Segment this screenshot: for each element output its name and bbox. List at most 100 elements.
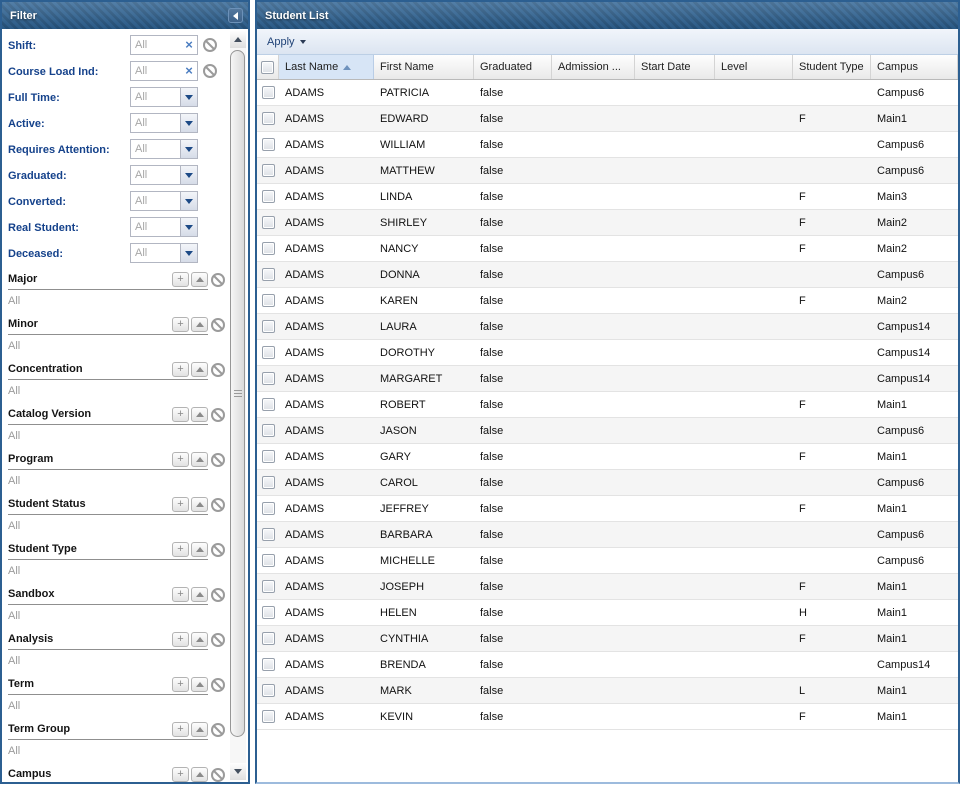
row-checkbox[interactable] [261,606,275,619]
row-checkbox[interactable] [261,476,275,489]
table-row[interactable]: ADAMS KAREN false F Main2 [257,288,958,314]
row-checkbox[interactable] [261,450,275,463]
scroll-down-button[interactable] [230,763,246,780]
row-checkbox[interactable] [261,320,275,333]
filter-textbox[interactable]: All × [130,35,198,55]
row-checkbox[interactable] [261,710,275,723]
table-row[interactable]: ADAMS CAROL false Campus6 [257,470,958,496]
collapse-section-button[interactable] [191,676,208,692]
table-row[interactable]: ADAMS HELEN false H Main1 [257,600,958,626]
column-header-first_name[interactable]: First Name [374,55,474,79]
add-filter-button[interactable]: + [172,451,189,467]
collapse-section-button[interactable] [191,721,208,737]
filter-textbox[interactable]: All × [130,61,198,81]
add-filter-button[interactable]: + [172,541,189,557]
add-filter-button[interactable]: + [172,316,189,332]
table-row[interactable]: ADAMS DONNA false Campus6 [257,262,958,288]
column-header-campus[interactable]: Campus [871,55,958,79]
add-filter-button[interactable]: + [172,766,189,782]
table-row[interactable]: ADAMS CYNTHIA false F Main1 [257,626,958,652]
table-row[interactable]: ADAMS SHIRLEY false F Main2 [257,210,958,236]
add-filter-button[interactable]: + [172,361,189,377]
filter-combobox[interactable]: All [130,87,198,107]
dropdown-trigger[interactable] [180,140,197,158]
column-header-student_type[interactable]: Student Type [793,55,871,79]
clear-field-icon[interactable]: × [185,37,193,52]
column-header-level[interactable]: Level [715,55,793,79]
collapse-section-button[interactable] [191,361,208,377]
table-row[interactable]: ADAMS BRENDA false Campus14 [257,652,958,678]
table-row[interactable]: ADAMS WILLIAM false Campus6 [257,132,958,158]
dropdown-trigger[interactable] [180,88,197,106]
clear-field-icon[interactable]: × [185,63,193,78]
collapse-section-button[interactable] [191,316,208,332]
collapse-section-button[interactable] [191,631,208,647]
collapse-section-button[interactable] [191,766,208,782]
select-all-checkbox[interactable] [261,60,274,74]
disable-filter-icon[interactable] [211,768,225,782]
table-row[interactable]: ADAMS MARK false L Main1 [257,678,958,704]
row-checkbox[interactable] [261,268,275,281]
disable-filter-icon[interactable] [211,453,225,467]
column-header-graduated[interactable]: Graduated [474,55,552,79]
disable-filter-icon[interactable] [211,723,225,737]
collapse-section-button[interactable] [191,406,208,422]
table-row[interactable]: ADAMS LINDA false F Main3 [257,184,958,210]
row-checkbox[interactable] [261,138,275,151]
table-row[interactable]: ADAMS JOSEPH false F Main1 [257,574,958,600]
add-filter-button[interactable]: + [172,271,189,287]
table-row[interactable]: ADAMS DOROTHY false Campus14 [257,340,958,366]
row-checkbox[interactable] [261,164,275,177]
table-row[interactable]: ADAMS GARY false F Main1 [257,444,958,470]
table-row[interactable]: ADAMS KEVIN false F Main1 [257,704,958,730]
table-row[interactable]: ADAMS MICHELLE false Campus6 [257,548,958,574]
collapse-section-button[interactable] [191,586,208,602]
column-header-last_name[interactable]: Last Name [279,55,374,79]
filter-combobox[interactable]: All [130,243,198,263]
disable-filter-icon[interactable] [211,273,225,287]
filter-combobox[interactable]: All [130,217,198,237]
table-row[interactable]: ADAMS JASON false Campus6 [257,418,958,444]
disable-filter-icon[interactable] [203,64,217,78]
row-checkbox[interactable] [261,554,275,567]
row-checkbox[interactable] [261,242,275,255]
disable-filter-icon[interactable] [211,498,225,512]
row-checkbox[interactable] [261,398,275,411]
row-checkbox[interactable] [261,372,275,385]
collapse-section-button[interactable] [191,451,208,467]
scrollbar-thumb[interactable] [230,50,245,737]
row-checkbox[interactable] [261,112,275,125]
filter-combobox[interactable]: All [130,191,198,211]
filter-combobox[interactable]: All [130,165,198,185]
collapse-section-button[interactable] [191,496,208,512]
filter-combobox[interactable]: All [130,139,198,159]
dropdown-trigger[interactable] [180,192,197,210]
row-checkbox[interactable] [261,684,275,697]
row-checkbox[interactable] [261,580,275,593]
disable-filter-icon[interactable] [211,318,225,332]
collapse-panel-button[interactable] [228,8,243,23]
row-checkbox[interactable] [261,190,275,203]
table-row[interactable]: ADAMS PATRICIA false Campus6 [257,80,958,106]
filter-scrollbar[interactable] [230,31,246,780]
table-row[interactable]: ADAMS JEFFREY false F Main1 [257,496,958,522]
add-filter-button[interactable]: + [172,631,189,647]
disable-filter-icon[interactable] [211,543,225,557]
add-filter-button[interactable]: + [172,586,189,602]
disable-filter-icon[interactable] [211,408,225,422]
dropdown-trigger[interactable] [180,166,197,184]
column-header-start_date[interactable]: Start Date [635,55,715,79]
dropdown-trigger[interactable] [180,114,197,132]
disable-filter-icon[interactable] [211,363,225,377]
table-row[interactable]: ADAMS EDWARD false F Main1 [257,106,958,132]
disable-filter-icon[interactable] [211,633,225,647]
row-checkbox[interactable] [261,424,275,437]
disable-filter-icon[interactable] [211,678,225,692]
row-checkbox[interactable] [261,632,275,645]
disable-filter-icon[interactable] [203,38,217,52]
disable-filter-icon[interactable] [211,588,225,602]
table-row[interactable]: ADAMS BARBARA false Campus6 [257,522,958,548]
add-filter-button[interactable]: + [172,721,189,737]
row-checkbox[interactable] [261,346,275,359]
table-row[interactable]: ADAMS ROBERT false F Main1 [257,392,958,418]
